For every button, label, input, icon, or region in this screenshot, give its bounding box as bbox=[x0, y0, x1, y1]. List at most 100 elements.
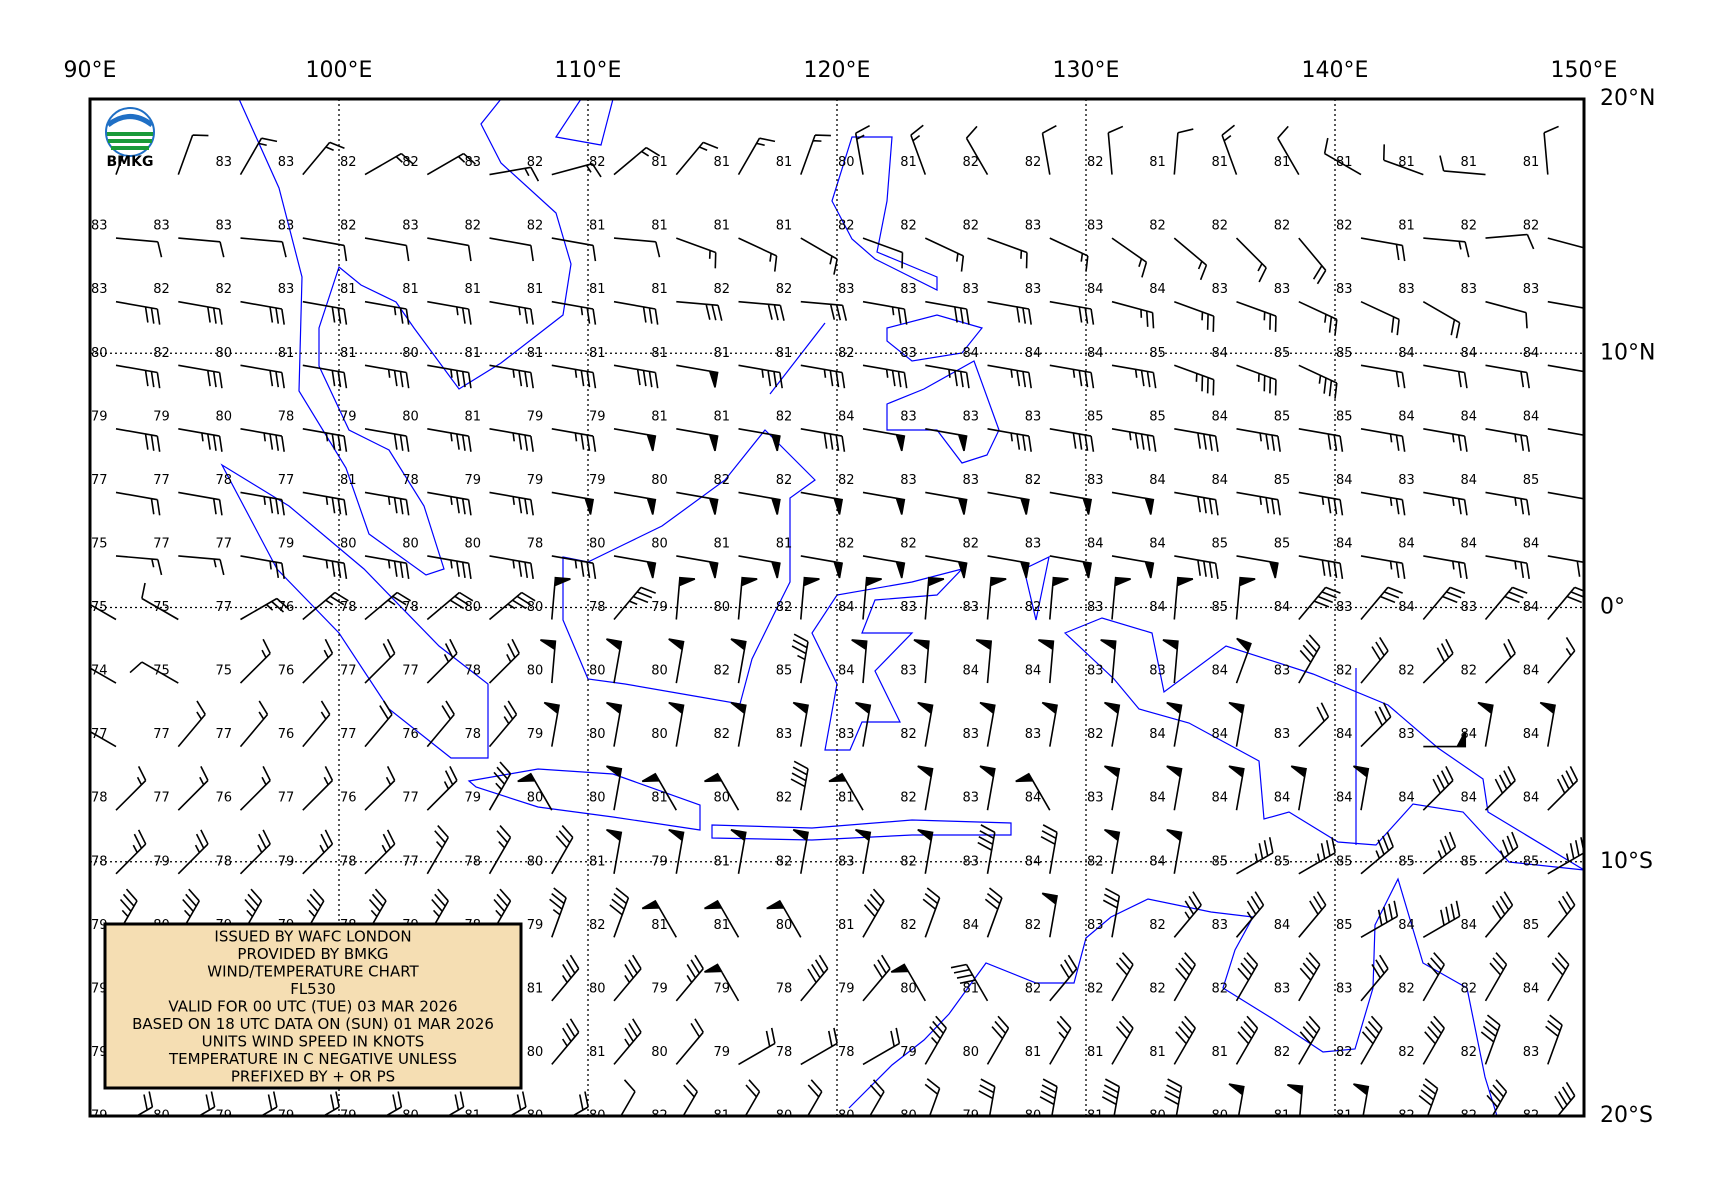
temperature-label: 80 bbox=[216, 409, 233, 424]
temperature-label: 83 bbox=[91, 282, 108, 297]
temperature-label: 80 bbox=[216, 346, 233, 361]
wind-barb bbox=[570, 1091, 589, 1116]
temperature-label: 81 bbox=[1212, 155, 1229, 170]
legend-line: ISSUED BY WAFC LONDON bbox=[214, 928, 411, 946]
temperature-label: 76 bbox=[278, 600, 295, 615]
wind-barb bbox=[1360, 702, 1392, 748]
temperature-label: 84 bbox=[1087, 536, 1104, 551]
temperature-label: 78 bbox=[216, 473, 233, 488]
temperature-label: 79 bbox=[278, 854, 295, 869]
temperature-label: 83 bbox=[216, 219, 233, 234]
wind-barb bbox=[1041, 124, 1057, 175]
temperature-label: 77 bbox=[402, 854, 419, 869]
sumatra bbox=[220, 463, 489, 759]
wind-barb bbox=[1360, 364, 1406, 389]
temperature-label: 82 bbox=[776, 409, 793, 424]
temperature-label: 83 bbox=[402, 219, 419, 234]
wind-barb bbox=[178, 300, 223, 325]
wind-barb bbox=[1360, 831, 1394, 875]
wind-barb bbox=[1104, 701, 1121, 747]
temperature-label: 84 bbox=[1087, 346, 1104, 361]
temperature-label: 79 bbox=[278, 536, 295, 551]
wind-barb bbox=[508, 1091, 527, 1116]
temperature-label: 78 bbox=[776, 981, 793, 996]
wind-barb bbox=[1298, 586, 1341, 621]
temperature-label: 84 bbox=[963, 346, 980, 361]
temperature-label: 78 bbox=[91, 791, 108, 806]
temperature-label: 82 bbox=[1087, 854, 1104, 869]
temperature-label: 84 bbox=[1212, 791, 1229, 806]
temperature-label: 83 bbox=[1336, 981, 1353, 996]
temperature-label: 83 bbox=[153, 219, 170, 234]
logo-text: BMKG bbox=[107, 154, 154, 170]
wind-barb bbox=[1236, 428, 1281, 452]
wind-barb bbox=[551, 237, 597, 262]
wind-barb bbox=[239, 638, 271, 684]
temperature-label: 76 bbox=[340, 791, 357, 806]
wind-barb bbox=[177, 134, 209, 175]
temperature-label: 80 bbox=[527, 600, 544, 615]
wind-barb bbox=[1547, 765, 1579, 811]
wind-barb bbox=[613, 586, 656, 621]
wind-barb bbox=[1290, 765, 1307, 811]
temperature-label: 81 bbox=[714, 409, 731, 424]
temperature-label: 83 bbox=[1336, 600, 1353, 615]
temperature-label: 83 bbox=[1087, 473, 1104, 488]
temperature-label: 75 bbox=[153, 664, 170, 679]
wind-barb bbox=[1236, 491, 1281, 516]
temperature-label: 82 bbox=[465, 219, 482, 234]
wind-barb bbox=[609, 887, 630, 938]
logo: BMKG bbox=[105, 107, 155, 170]
temperature-label: 82 bbox=[1523, 1109, 1540, 1124]
temperature-label: 84 bbox=[1523, 664, 1540, 679]
wind-barb bbox=[738, 428, 781, 452]
wind-barb bbox=[489, 237, 534, 262]
temperature-label: 80 bbox=[651, 727, 668, 742]
temperature-label: 82 bbox=[1212, 219, 1229, 234]
temperature-label: 84 bbox=[1212, 727, 1229, 742]
temperature-label: 81 bbox=[340, 282, 357, 297]
temperature-label: 80 bbox=[91, 346, 108, 361]
temperature-label: 81 bbox=[465, 409, 482, 424]
wind-barb bbox=[1480, 1014, 1501, 1065]
y-tick-label: 0° bbox=[1600, 595, 1625, 620]
coastlines bbox=[220, 99, 1584, 1116]
wind-barb bbox=[676, 555, 719, 579]
wind-barb bbox=[240, 237, 287, 258]
wind-barb bbox=[925, 364, 970, 389]
temperature-label: 84 bbox=[1523, 536, 1540, 551]
wind-barb bbox=[551, 954, 580, 1002]
wind-barb bbox=[987, 555, 1030, 579]
temperature-label: 84 bbox=[1149, 727, 1166, 742]
wind-barb bbox=[1485, 233, 1535, 250]
wind-barb bbox=[828, 772, 864, 811]
wind-barb bbox=[922, 887, 941, 938]
wind-barb bbox=[551, 576, 571, 620]
temperature-label: 82 bbox=[1274, 219, 1291, 234]
wind-barb bbox=[613, 237, 661, 258]
temperature-label: 82 bbox=[1398, 1109, 1415, 1124]
wind-barb bbox=[800, 300, 848, 321]
temperature-label: 81 bbox=[1461, 155, 1478, 170]
temperature-label: 84 bbox=[838, 600, 855, 615]
wind-barb bbox=[1360, 300, 1400, 336]
temperature-label: 83 bbox=[1025, 409, 1042, 424]
temperature-label: 82 bbox=[153, 346, 170, 361]
temperature-label: 82 bbox=[1087, 155, 1104, 170]
temperature-label: 82 bbox=[1025, 981, 1042, 996]
wind-barb bbox=[240, 491, 285, 516]
temperature-label: 84 bbox=[963, 664, 980, 679]
wind-barb bbox=[1485, 428, 1530, 452]
wind-barb bbox=[1382, 144, 1424, 176]
wind-barb bbox=[551, 364, 597, 389]
wind-barb bbox=[924, 237, 965, 272]
temperature-label: 80 bbox=[465, 600, 482, 615]
temperature-label: 83 bbox=[838, 282, 855, 297]
temperature-label: 82 bbox=[838, 473, 855, 488]
temperature-label: 80 bbox=[153, 1109, 170, 1124]
temperature-label: 81 bbox=[402, 282, 419, 297]
wind-barb bbox=[1049, 954, 1078, 1002]
wind-barb bbox=[791, 633, 809, 684]
wind-barb bbox=[427, 428, 472, 452]
temperature-label: 80 bbox=[340, 536, 357, 551]
